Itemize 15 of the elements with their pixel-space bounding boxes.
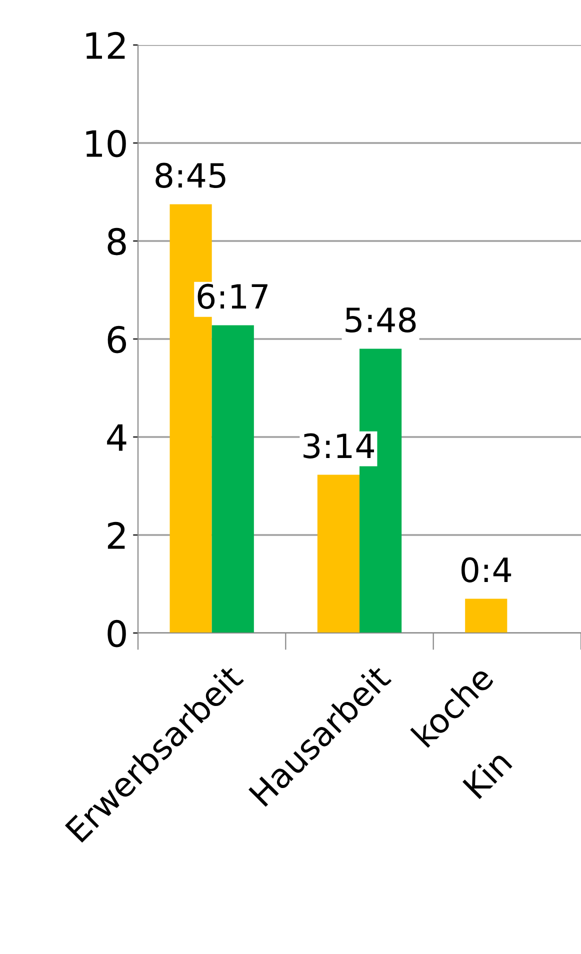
data-label: 5:48 bbox=[346, 307, 416, 333]
y-tick-label: 2 bbox=[108, 522, 125, 549]
y-tick-label: 10 bbox=[86, 130, 126, 158]
bar bbox=[212, 325, 254, 633]
data-label: 0:4 bbox=[462, 557, 512, 582]
y-tick-label: 0 bbox=[108, 620, 126, 648]
y-tick-label: 12 bbox=[86, 32, 125, 59]
y-tick-label: 8 bbox=[108, 228, 126, 256]
bar bbox=[465, 598, 508, 633]
y-tick-label: 6 bbox=[108, 326, 126, 354]
y-tick-label: 4 bbox=[107, 424, 126, 451]
bar bbox=[317, 474, 360, 633]
data-label: 8:45 bbox=[156, 162, 226, 188]
data-label: 6:17 bbox=[198, 284, 268, 310]
data-label: 3:14 bbox=[304, 433, 374, 458]
